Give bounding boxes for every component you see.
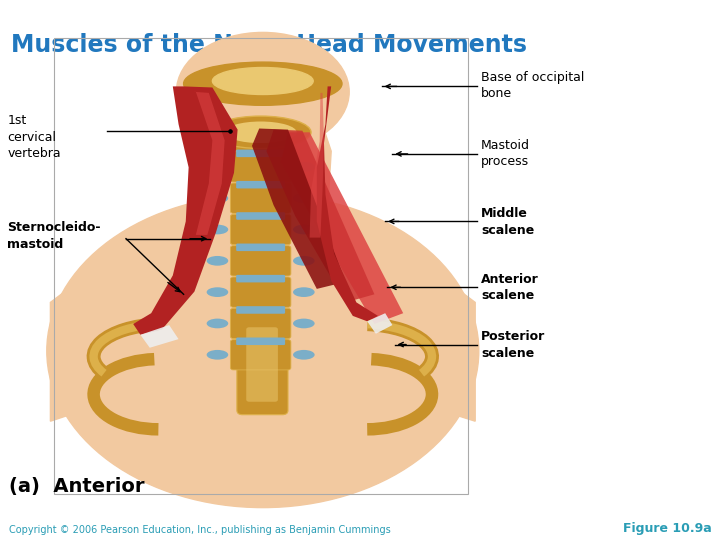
Ellipse shape xyxy=(225,122,297,143)
FancyBboxPatch shape xyxy=(230,214,291,245)
Text: Base of occipital: Base of occipital xyxy=(481,71,585,84)
Text: Muscles of the Neck: Head Movements: Muscles of the Neck: Head Movements xyxy=(11,33,527,57)
Ellipse shape xyxy=(207,287,228,297)
Text: cervical: cervical xyxy=(7,131,56,144)
FancyBboxPatch shape xyxy=(230,277,291,307)
Polygon shape xyxy=(324,248,475,421)
Text: scalene: scalene xyxy=(481,289,534,302)
FancyBboxPatch shape xyxy=(237,314,288,415)
Ellipse shape xyxy=(293,350,315,360)
Text: Anterior: Anterior xyxy=(481,273,539,286)
Text: mastoid: mastoid xyxy=(7,238,63,251)
FancyBboxPatch shape xyxy=(236,338,285,345)
Text: process: process xyxy=(481,156,529,168)
Text: (a)  Anterior: (a) Anterior xyxy=(9,477,144,496)
FancyBboxPatch shape xyxy=(236,150,285,157)
Ellipse shape xyxy=(210,116,311,148)
Ellipse shape xyxy=(176,32,349,151)
Text: bone: bone xyxy=(481,87,512,100)
Text: Middle: Middle xyxy=(481,207,528,220)
Polygon shape xyxy=(140,325,179,348)
Ellipse shape xyxy=(293,287,315,297)
Text: 1st: 1st xyxy=(7,114,27,127)
Text: Figure 10.9a: Figure 10.9a xyxy=(623,522,711,535)
FancyBboxPatch shape xyxy=(230,246,291,276)
FancyBboxPatch shape xyxy=(236,212,285,220)
Ellipse shape xyxy=(184,62,342,105)
Text: Sternocleido-: Sternocleido- xyxy=(7,221,101,234)
Ellipse shape xyxy=(207,193,228,203)
FancyBboxPatch shape xyxy=(230,120,291,151)
Ellipse shape xyxy=(293,256,315,266)
Ellipse shape xyxy=(207,350,228,360)
Ellipse shape xyxy=(293,193,315,203)
Polygon shape xyxy=(281,132,403,324)
FancyBboxPatch shape xyxy=(230,183,291,213)
FancyBboxPatch shape xyxy=(230,152,291,182)
Polygon shape xyxy=(133,86,238,335)
Polygon shape xyxy=(266,130,374,302)
Ellipse shape xyxy=(207,256,228,266)
Text: scalene: scalene xyxy=(481,224,534,237)
Ellipse shape xyxy=(293,319,315,328)
Polygon shape xyxy=(194,97,331,270)
Text: Copyright © 2006 Pearson Education, Inc., publishing as Benjamin Cummings: Copyright © 2006 Pearson Education, Inc.… xyxy=(9,524,390,535)
FancyBboxPatch shape xyxy=(236,275,285,282)
Ellipse shape xyxy=(293,225,315,234)
Ellipse shape xyxy=(47,194,479,508)
FancyBboxPatch shape xyxy=(230,308,291,339)
Polygon shape xyxy=(301,86,378,321)
Polygon shape xyxy=(50,248,202,421)
Polygon shape xyxy=(367,313,392,334)
Text: Posterior: Posterior xyxy=(481,330,545,343)
Text: Mastoid: Mastoid xyxy=(481,139,530,152)
Ellipse shape xyxy=(212,68,313,94)
Ellipse shape xyxy=(293,162,315,172)
FancyBboxPatch shape xyxy=(236,181,285,188)
Ellipse shape xyxy=(207,225,228,234)
FancyBboxPatch shape xyxy=(236,244,285,251)
Text: vertebra: vertebra xyxy=(7,147,60,160)
FancyBboxPatch shape xyxy=(230,340,291,370)
Bar xyxy=(54,38,468,494)
Polygon shape xyxy=(193,92,225,235)
Polygon shape xyxy=(306,93,324,238)
Ellipse shape xyxy=(234,72,292,88)
Ellipse shape xyxy=(207,319,228,328)
FancyBboxPatch shape xyxy=(236,306,285,314)
Polygon shape xyxy=(252,129,346,289)
Text: scalene: scalene xyxy=(481,347,534,360)
FancyBboxPatch shape xyxy=(246,327,278,402)
Ellipse shape xyxy=(207,162,228,172)
